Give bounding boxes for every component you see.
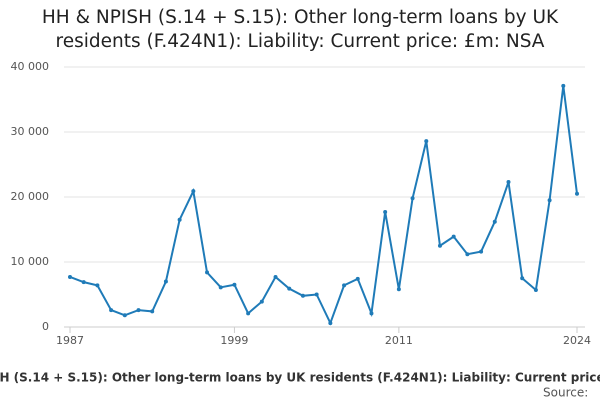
point xyxy=(369,311,374,316)
point xyxy=(479,249,484,254)
y-tick-label: 40 000 xyxy=(11,60,50,73)
y-tick-label: 10 000 xyxy=(11,255,50,268)
point xyxy=(424,139,429,144)
point xyxy=(287,286,292,291)
x-tick-label: 2011 xyxy=(385,334,413,347)
y-tick-label: 20 000 xyxy=(11,190,50,203)
point xyxy=(109,308,114,313)
point xyxy=(81,280,86,285)
point xyxy=(561,83,566,88)
x-tick-label: 1999 xyxy=(220,334,248,347)
point xyxy=(314,292,319,297)
point xyxy=(342,283,347,288)
point xyxy=(259,299,264,304)
point xyxy=(396,287,401,292)
point xyxy=(465,252,470,257)
point xyxy=(205,270,210,275)
point xyxy=(533,287,538,292)
point xyxy=(492,219,497,224)
point xyxy=(506,180,511,185)
x-tick-label: 2024 xyxy=(563,334,591,347)
x-tick-label: 1987 xyxy=(56,334,84,347)
point xyxy=(136,308,141,313)
point xyxy=(520,276,525,281)
point xyxy=(246,311,251,316)
chart-title: HH & NPISH (S.14 + S.15): Other long-ter… xyxy=(41,7,559,52)
point xyxy=(68,274,72,279)
point xyxy=(410,196,415,201)
point xyxy=(163,279,168,284)
point xyxy=(122,313,127,318)
legend-entry: HH & NPISH (S.14 + S.15): Other long-ter… xyxy=(0,371,600,385)
point xyxy=(383,209,388,214)
y-tick-label: 30 000 xyxy=(11,125,50,138)
point xyxy=(273,274,278,279)
point xyxy=(232,282,237,287)
point xyxy=(547,198,552,203)
point xyxy=(177,217,182,222)
source: Source: xyxy=(543,386,588,400)
point xyxy=(300,293,305,298)
point xyxy=(437,243,442,248)
point xyxy=(218,285,223,290)
point xyxy=(150,309,155,314)
point xyxy=(191,189,196,194)
y-tick-label: 0 xyxy=(42,320,49,333)
point xyxy=(355,276,360,281)
point xyxy=(575,191,579,196)
point xyxy=(328,321,333,326)
series-line xyxy=(69,85,578,326)
point xyxy=(95,283,100,288)
point xyxy=(451,234,456,239)
